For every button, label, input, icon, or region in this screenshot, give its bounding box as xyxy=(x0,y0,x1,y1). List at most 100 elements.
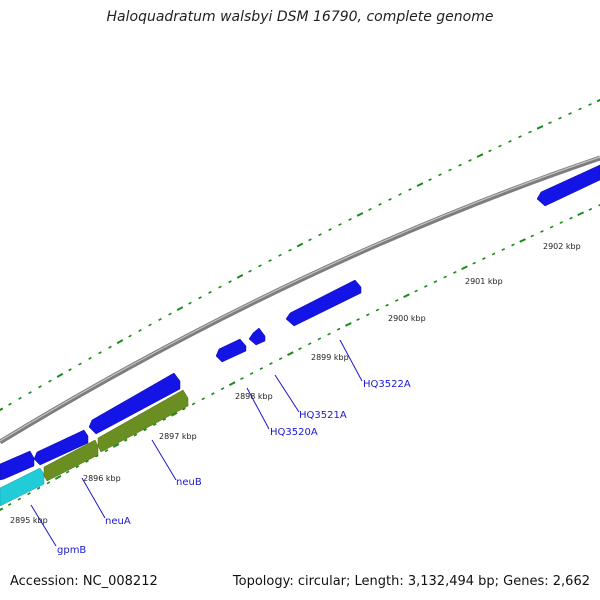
outer-tick xyxy=(38,385,42,389)
outer-tick xyxy=(268,259,272,263)
inner-tick xyxy=(27,492,31,496)
outer-tick xyxy=(308,238,312,242)
kbp-label: 2895 kbp xyxy=(10,516,48,525)
inner-tick xyxy=(549,225,554,229)
inner-tick xyxy=(104,449,109,453)
inner-tick xyxy=(17,497,22,501)
inner-tick xyxy=(191,402,196,406)
outer-tick xyxy=(48,379,52,383)
outer-tick xyxy=(398,192,402,196)
gene-forward-hq3520a[interactable] xyxy=(215,338,247,363)
outer-tick xyxy=(168,312,172,316)
inner-tick xyxy=(133,433,138,437)
outer-tick xyxy=(558,116,562,120)
inner-tick xyxy=(287,351,294,356)
inner-tick xyxy=(95,454,99,458)
outer-tick xyxy=(468,158,472,162)
inner-tick xyxy=(278,357,283,361)
gene-label-neub[interactable]: neuB xyxy=(176,477,202,488)
outer-tick xyxy=(258,264,262,268)
inner-tick xyxy=(443,275,447,279)
outer-tick xyxy=(176,306,184,311)
inner-tick xyxy=(170,411,178,417)
gene-forward-edge[interactable] xyxy=(536,164,600,207)
inner-tick xyxy=(433,280,438,284)
outer-tick xyxy=(158,318,162,321)
inner-tick xyxy=(220,387,225,391)
inner-tick xyxy=(394,299,399,302)
outer-tick xyxy=(198,296,202,300)
inner-tick xyxy=(269,362,273,366)
gene-neub[interactable] xyxy=(97,389,189,453)
inner-tick xyxy=(46,481,51,485)
inner-tick xyxy=(249,372,254,376)
outer-tick xyxy=(148,323,152,327)
gene-gpmb[interactable] xyxy=(0,467,45,507)
outer-tick xyxy=(138,329,142,332)
outer-tick xyxy=(548,121,552,125)
inner-tick xyxy=(124,438,128,442)
gene-forward-1[interactable] xyxy=(0,450,35,481)
gene-label-hq3521a[interactable]: HQ3521A xyxy=(299,410,347,421)
outer-tick xyxy=(578,107,582,111)
inner-tick xyxy=(424,284,428,288)
inner-tick xyxy=(201,397,205,401)
outer-tick xyxy=(458,163,462,167)
gene-label-gpmb[interactable]: gpmB xyxy=(57,545,86,556)
inner-tick xyxy=(336,327,341,331)
inner-tick xyxy=(162,417,167,421)
gene-label-hq3522a[interactable]: HQ3522A xyxy=(363,379,411,390)
outer-tick xyxy=(68,368,72,372)
inner-tick xyxy=(182,407,186,411)
kbp-label: 2896 kbp xyxy=(83,474,121,483)
inner-tick xyxy=(143,428,147,432)
inner-tick xyxy=(54,475,62,480)
outer-tick xyxy=(288,248,292,252)
outer-tick xyxy=(248,269,252,273)
gene-labels: gpmB neuA neuB HQ3520A HQ3521A HQ3522A xyxy=(57,379,411,556)
outer-tick xyxy=(78,362,82,366)
gene-neua[interactable] xyxy=(43,439,99,482)
outer-tick xyxy=(28,391,32,395)
outer-tick xyxy=(388,197,392,201)
outer-tick xyxy=(588,103,592,106)
gene-forward-hq3522a[interactable] xyxy=(285,279,362,327)
gene-label-hq3520a[interactable]: HQ3520A xyxy=(270,427,318,438)
outer-tick xyxy=(536,125,544,130)
outer-tick xyxy=(476,153,484,158)
inner-tick xyxy=(501,248,506,251)
outer-tick xyxy=(448,168,452,172)
inner-tick xyxy=(307,342,312,346)
kbp-label: 2901 kbp xyxy=(465,277,503,286)
inner-tick xyxy=(112,443,120,448)
gene-forward-2[interactable] xyxy=(33,429,89,466)
inner-tick xyxy=(228,381,236,386)
label-connectors xyxy=(30,339,363,547)
kbp-label: 2902 kbp xyxy=(543,242,581,251)
outer-tick xyxy=(228,280,232,284)
inner-tick xyxy=(0,507,4,512)
outer-tick xyxy=(318,233,322,237)
inner-tick xyxy=(240,377,244,381)
inner-tick xyxy=(588,207,593,211)
inner-tick-ring xyxy=(0,204,600,512)
outer-tick xyxy=(98,351,102,355)
kbp-label: 2897 kbp xyxy=(159,432,197,441)
outer-tick xyxy=(338,223,342,226)
gene-forward-hq3521a[interactable] xyxy=(248,327,266,346)
outer-tick xyxy=(218,285,222,289)
gene-label-neua[interactable]: neuA xyxy=(105,516,131,527)
inner-tick xyxy=(356,318,360,322)
outer-tick xyxy=(438,173,442,177)
inner-tick xyxy=(569,216,573,220)
inner-tick xyxy=(36,486,41,490)
outer-tick xyxy=(408,188,412,191)
outer-tick xyxy=(348,217,352,221)
forward-strand-genes xyxy=(0,164,600,481)
outer-tick xyxy=(428,178,432,182)
gene-forward-3[interactable] xyxy=(88,372,181,435)
inner-tick xyxy=(472,261,476,265)
outer-tick xyxy=(596,98,600,103)
genome-backbone xyxy=(0,155,600,445)
